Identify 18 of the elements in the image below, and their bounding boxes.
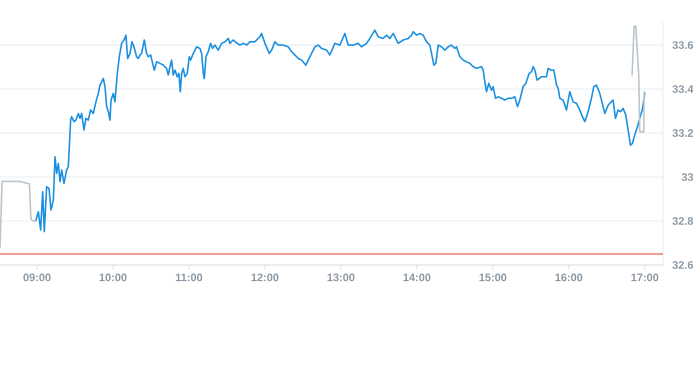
x-tick-label: 10:00	[100, 274, 127, 282]
x-tick-label: 14:00	[404, 274, 430, 282]
line-series	[631, 25, 645, 133]
y-tick-label: 33.2	[672, 129, 693, 137]
y-tick-label: 32.6	[672, 261, 693, 269]
y-tick-label: 33	[682, 173, 693, 181]
x-tick-label: 09:00	[23, 274, 51, 282]
x-tick-label: 13:00	[328, 274, 354, 282]
x-tick-label: 15:00	[480, 274, 506, 282]
y-tick-label: 32.8	[672, 217, 693, 225]
y-tick-label: 33.4	[672, 85, 693, 93]
x-tick-label: 17:00	[631, 274, 658, 282]
line-series	[35, 29, 646, 232]
y-tick-label: 33.6	[672, 41, 693, 49]
x-tick-label: 11:00	[176, 274, 202, 282]
x-tick-label: 16:00	[555, 274, 582, 282]
line-series	[0, 180, 38, 248]
x-tick-label: 12:00	[252, 274, 278, 282]
